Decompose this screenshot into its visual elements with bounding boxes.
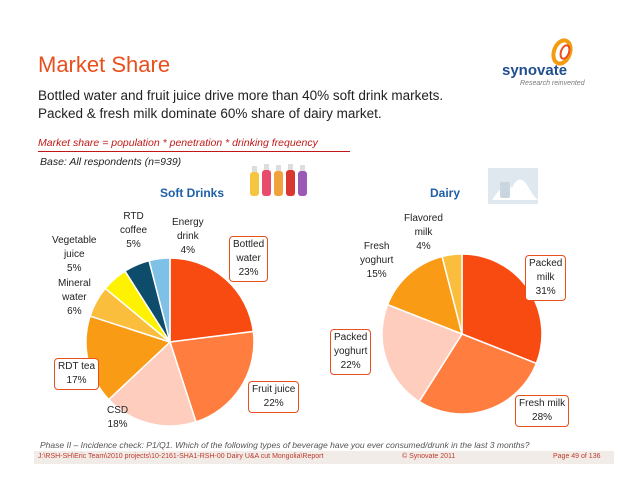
slice-label-fresh-yoghurt: Fresh yoghurt 15%	[360, 241, 394, 280]
slice-label-flavored-milk: Flavored milk 4%	[404, 213, 443, 252]
base-note: Base: All respondents (n=939)	[40, 156, 182, 168]
soft-drink-bottles-icon	[250, 164, 307, 196]
market-share-formula: Market share = population * penetration …	[38, 137, 350, 152]
slice-label-packed-milk: Packed milk 31%	[525, 255, 567, 301]
subtitle-line-1: Bottled water and fruit juice drive more…	[38, 88, 444, 103]
slice-label-vegetable-juice: Vegetable juice 5%	[52, 235, 97, 274]
slice-label-csd: CSD 18%	[107, 405, 129, 430]
slice-label-bottled-water: Bottled water 23%	[229, 236, 269, 282]
milk-splash-icon	[488, 168, 538, 204]
footer-copyright: © Synovate 2011	[402, 453, 456, 460]
dairy-pie	[381, 253, 543, 415]
dairy-slice-2	[381, 303, 464, 403]
dairy-slice-3	[386, 255, 464, 336]
logo-tagline: Research reinvented	[520, 80, 585, 87]
dairy-slice-1	[418, 333, 538, 415]
dairy-slice-4	[441, 253, 463, 335]
soft-drinks-slice-0	[169, 257, 255, 343]
footer-path: J:\RSH-SH\Eric Team\2010 projects\10-216…	[38, 453, 324, 460]
footer-page-number: Page 49 of 136	[553, 453, 601, 460]
soft-drinks-pie	[85, 257, 255, 427]
slice-label-fresh-milk: Fresh milk 28%	[515, 395, 570, 427]
slice-label-fruit-juice: Fruit juice 22%	[248, 381, 300, 413]
soft-drinks-slice-1	[169, 330, 255, 423]
slice-label-rtd-coffee: RTD coffee 5%	[120, 211, 148, 250]
slice-label-rdt-tea: RDT tea 17%	[54, 358, 100, 390]
slice-label-packed-yoghurt: Packed yoghurt 22%	[330, 329, 372, 375]
subtitle-line-2: Packed & fresh milk dominate 60% share o…	[38, 106, 382, 121]
soft-drinks-chart-title: Soft Drinks	[160, 186, 225, 200]
soft-drinks-slice-7	[148, 257, 171, 343]
page-title: Market Share	[38, 52, 171, 77]
footer-bar	[34, 451, 614, 464]
footer-question: Phase II – Incidence check: P1/Q1. Which…	[40, 440, 530, 450]
slice-label-energy-drink: Energy drink 4%	[172, 217, 204, 256]
dairy-chart-title: Dairy	[430, 186, 461, 200]
soft-drinks-slice-2	[107, 340, 197, 427]
logo-word: synovate	[502, 62, 568, 79]
slice-label-mineral-water: Mineral water 6%	[58, 278, 91, 317]
